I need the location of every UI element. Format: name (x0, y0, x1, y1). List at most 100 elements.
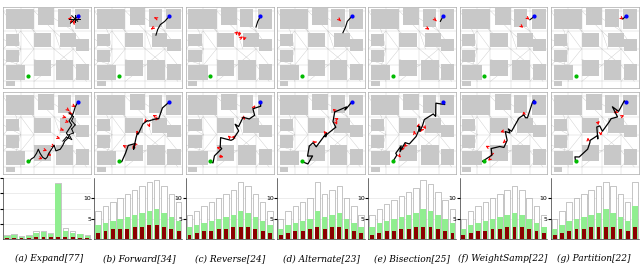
Bar (161, 212, 167, 239)
Bar (385, 231, 388, 239)
Bar (370, 235, 374, 239)
Bar (56, 237, 60, 239)
Bar (104, 231, 108, 239)
Bar (245, 186, 251, 239)
Bar (238, 182, 243, 239)
Bar (188, 50, 202, 62)
Bar (221, 94, 237, 110)
Bar (19, 236, 24, 239)
Bar (63, 231, 68, 239)
Bar (280, 50, 293, 62)
Bar (406, 192, 412, 239)
Bar (217, 229, 221, 239)
Bar (280, 119, 293, 131)
Bar (475, 207, 481, 239)
Bar (462, 136, 476, 148)
Bar (300, 221, 305, 239)
Bar (149, 9, 162, 27)
Bar (334, 33, 350, 47)
Bar (38, 8, 54, 25)
Bar (414, 227, 418, 239)
Bar (63, 228, 68, 239)
Bar (371, 82, 380, 86)
Bar (188, 151, 208, 166)
Bar (632, 182, 638, 239)
Bar (351, 207, 356, 239)
Bar (435, 215, 440, 239)
Bar (604, 145, 621, 166)
Bar (532, 39, 546, 51)
Bar (95, 225, 101, 239)
Bar (371, 119, 384, 131)
Bar (97, 50, 110, 62)
Bar (513, 227, 516, 239)
Bar (461, 235, 465, 239)
Bar (483, 221, 488, 239)
Bar (490, 33, 508, 47)
Bar (285, 211, 291, 239)
Bar (130, 8, 145, 25)
Bar (278, 219, 284, 239)
Bar (554, 33, 567, 46)
Bar (188, 235, 191, 239)
Bar (314, 182, 320, 239)
Bar (280, 65, 299, 80)
Bar (378, 233, 381, 239)
Bar (26, 235, 31, 239)
Bar (399, 33, 417, 47)
Bar (399, 217, 404, 239)
Bar (314, 211, 320, 239)
Bar (97, 82, 106, 86)
Bar (168, 194, 174, 239)
Bar (84, 235, 90, 239)
Bar (33, 233, 39, 239)
Bar (350, 39, 363, 51)
Bar (352, 231, 356, 239)
Bar (611, 227, 615, 239)
Bar (554, 50, 567, 62)
Bar (532, 95, 546, 115)
Bar (258, 95, 272, 115)
Bar (624, 125, 637, 137)
Bar (581, 194, 587, 239)
Bar (125, 33, 143, 47)
Bar (450, 208, 455, 239)
Bar (76, 63, 89, 80)
Bar (280, 82, 289, 86)
Bar (223, 217, 228, 239)
Bar (441, 39, 454, 51)
Bar (514, 9, 527, 27)
Bar (426, 33, 441, 47)
Bar (75, 9, 89, 29)
Bar (176, 202, 181, 239)
Bar (280, 33, 293, 46)
Bar (323, 229, 326, 239)
Bar (147, 145, 164, 166)
Bar (260, 221, 266, 239)
Bar (461, 229, 466, 239)
Bar (462, 33, 476, 46)
Bar (596, 227, 600, 239)
Bar (495, 94, 511, 110)
Bar (444, 231, 447, 239)
Bar (280, 151, 299, 166)
Bar (441, 125, 454, 137)
Bar (337, 212, 342, 239)
Bar (462, 50, 476, 62)
Bar (239, 59, 256, 80)
Bar (332, 95, 345, 113)
Bar (399, 196, 404, 239)
Bar (384, 204, 389, 239)
Bar (322, 194, 328, 239)
Bar (582, 229, 586, 239)
Bar (442, 219, 448, 239)
Bar (618, 194, 623, 239)
Bar (527, 229, 531, 239)
Bar (532, 9, 546, 29)
Bar (253, 194, 258, 239)
Text: (a) Expand[77]: (a) Expand[77] (15, 254, 83, 263)
Bar (125, 145, 143, 161)
Bar (462, 151, 481, 166)
Bar (202, 223, 207, 239)
Bar (358, 227, 364, 239)
